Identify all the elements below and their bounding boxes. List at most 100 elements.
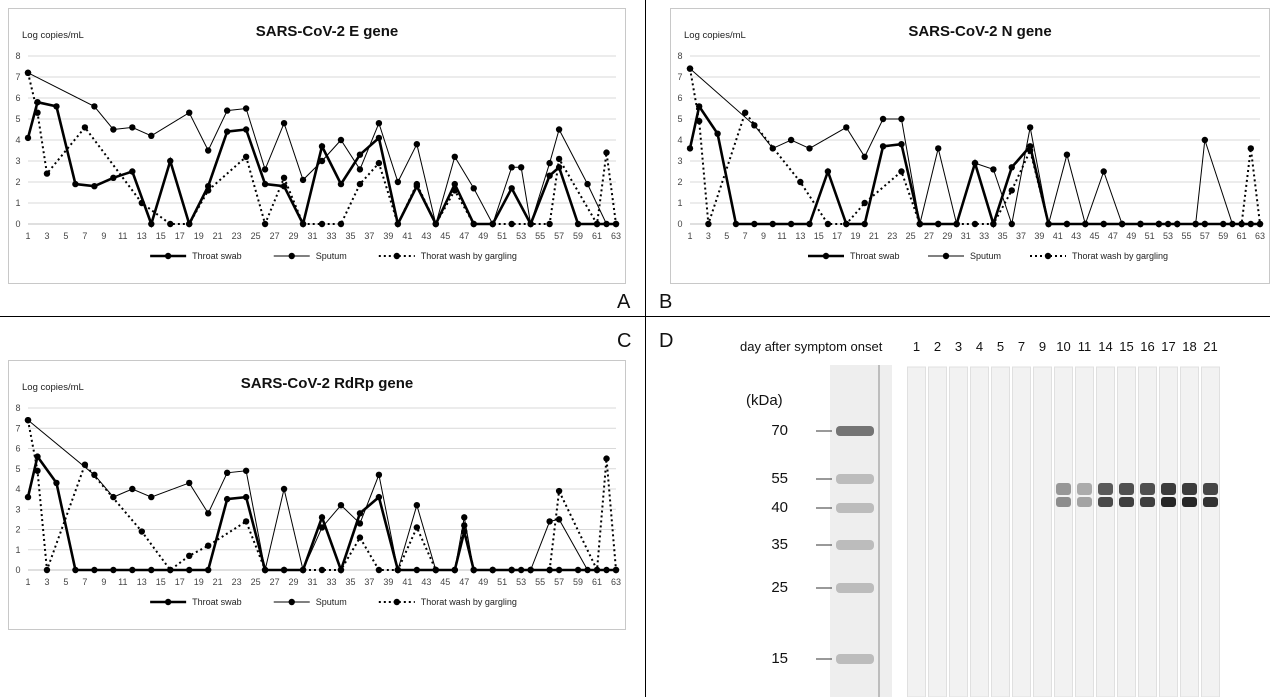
horizontal-divider: [0, 316, 1270, 317]
data-point: [34, 109, 41, 116]
data-point: [261, 566, 269, 574]
data-point: [555, 566, 563, 574]
lane-label: 3: [954, 339, 963, 354]
band-lower: [1056, 497, 1071, 507]
data-point: [1229, 220, 1236, 228]
data-point: [356, 534, 364, 541]
x-tick-label: 15: [156, 577, 166, 587]
x-tick-label: 5: [63, 577, 68, 587]
data-point: [935, 145, 942, 152]
data-point: [546, 172, 553, 179]
x-tick-label: 21: [213, 577, 223, 587]
x-tick-label: 9: [101, 231, 106, 241]
legend-marker: [942, 252, 950, 260]
band-lower: [1098, 497, 1113, 507]
y-tick-label: 8: [677, 51, 682, 61]
data-point: [261, 166, 269, 173]
y-tick-label: 4: [15, 135, 20, 145]
legend-marker: [288, 252, 295, 260]
x-tick-label: 5: [63, 231, 68, 241]
x-tick-label: 23: [232, 577, 242, 587]
data-point: [593, 566, 601, 574]
data-point: [129, 566, 136, 574]
kda-marker-label: 70: [771, 422, 788, 439]
data-point: [204, 187, 212, 194]
lane-label: 9: [1038, 339, 1047, 354]
y-tick-label: 2: [15, 177, 20, 187]
x-tick-label: 37: [1016, 231, 1026, 241]
band-upper: [1056, 483, 1071, 495]
panel-letter-b: B: [659, 291, 673, 313]
y-tick-label: 0: [15, 219, 20, 229]
data-point: [470, 220, 477, 228]
data-point: [546, 518, 553, 525]
x-tick-label: 59: [573, 231, 583, 241]
sample-lane: [1033, 366, 1052, 697]
y-axis-label: Log copies/mL: [684, 30, 746, 41]
band-lower: [1203, 497, 1218, 507]
kda-marker-label: 25: [771, 579, 788, 596]
data-point: [34, 453, 41, 460]
y-tick-label: 6: [15, 93, 20, 103]
data-point: [299, 176, 307, 184]
sample-lane: [1096, 366, 1115, 697]
band-lower: [1077, 497, 1092, 507]
x-tick-label: 55: [535, 577, 545, 587]
lane-label: 17: [1161, 339, 1176, 354]
data-point: [1137, 220, 1144, 228]
data-point: [916, 220, 924, 228]
blot-title: day after symptom onset: [740, 339, 883, 354]
chart-frame: [8, 360, 626, 630]
x-tick-label: 37: [364, 231, 374, 241]
data-point: [1192, 220, 1199, 228]
legend-label-gargle: Thorat wash by gargling: [421, 251, 517, 261]
panel-letter-a: A: [617, 291, 631, 313]
data-point: [879, 115, 887, 123]
legend-marker: [164, 598, 172, 606]
data-point: [824, 220, 832, 228]
data-point: [129, 124, 136, 131]
legend-marker: [288, 598, 295, 606]
y-tick-label: 0: [15, 565, 20, 575]
data-point: [43, 170, 51, 177]
legend-label-throat: Throat swab: [192, 251, 242, 261]
data-point: [81, 124, 89, 131]
band-lower: [1140, 497, 1155, 507]
x-tick-label: 57: [1200, 231, 1210, 241]
x-tick-label: 7: [82, 231, 87, 241]
data-point: [72, 180, 79, 188]
data-point: [603, 455, 610, 462]
data-point: [470, 185, 477, 192]
x-tick-label: 25: [251, 577, 261, 587]
data-point: [337, 136, 345, 144]
ladder-band: [836, 540, 874, 550]
data-point: [527, 220, 534, 228]
chart-title: SARS-CoV-2 RdRp gene: [241, 375, 414, 392]
ladder-band: [836, 474, 874, 484]
data-point: [461, 522, 468, 529]
lane-label: 1: [912, 339, 921, 354]
data-point: [413, 502, 421, 509]
sample-lane: [1012, 366, 1031, 697]
x-tick-label: 1: [687, 231, 692, 241]
y-tick-label: 5: [15, 464, 20, 474]
data-point: [527, 566, 534, 574]
data-point: [555, 155, 563, 163]
ladder-band: [836, 426, 874, 436]
data-point: [186, 479, 193, 487]
data-point: [375, 471, 383, 479]
kda-title: (kDa): [746, 392, 783, 409]
x-tick-label: 45: [440, 231, 450, 241]
data-point: [751, 220, 758, 228]
series-line-dotted: [689, 68, 1261, 225]
legend-label-sputum: Sputum: [970, 251, 1001, 261]
x-tick-label: 39: [383, 231, 393, 241]
data-point: [1247, 220, 1255, 228]
kda-marker-label: 40: [771, 499, 788, 516]
data-point: [806, 220, 813, 228]
x-tick-label: 15: [814, 231, 824, 241]
x-tick-label: 51: [1145, 231, 1155, 241]
x-tick-label: 51: [497, 577, 507, 587]
data-point: [356, 510, 364, 517]
lane-label: 10: [1056, 339, 1071, 354]
